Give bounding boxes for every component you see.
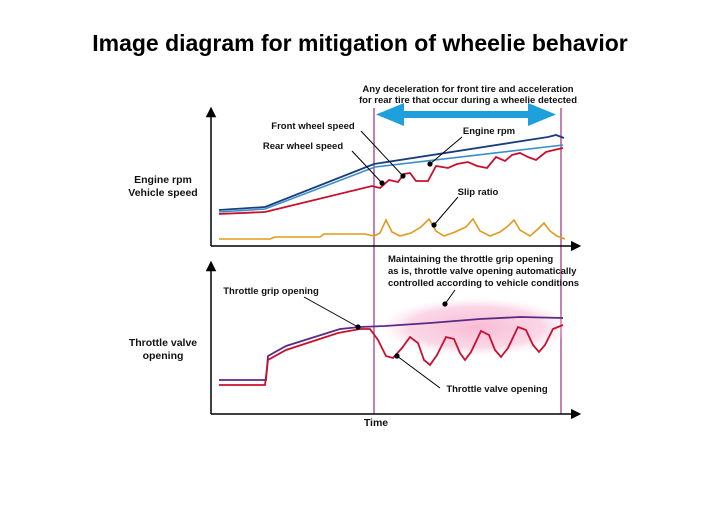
- diagram-title: Image diagram for mitigation of wheelie …: [92, 30, 628, 56]
- top-ylabel-line1: Engine rpm: [134, 174, 192, 186]
- front-wheel-speed-line: [218, 144, 564, 213]
- annotation-line3: controlled according to vehicle conditio…: [388, 278, 579, 289]
- detection-window-arrow: [376, 103, 556, 126]
- detection-note-line1: Any deceleration for front tire and acce…: [362, 84, 573, 95]
- detection-note-line2: for rear tire that occur during a wheeli…: [359, 95, 577, 106]
- marker-throttle-valve-opening: [394, 353, 400, 359]
- label-engine-rpm: Engine rpm: [463, 126, 515, 137]
- leader-throttle-grip-opening: [303, 296, 359, 328]
- label-throttle-valve-opening: Throttle valve opening: [446, 384, 548, 395]
- marker-throttle-grip-opening: [355, 324, 361, 330]
- label-rear-wheel-speed: Rear wheel speed: [263, 141, 343, 152]
- annotation-line2: as is, throttle valve opening automatica…: [388, 266, 577, 277]
- bottom-ylabel-line2: opening: [143, 350, 184, 362]
- label-front-wheel-speed: Front wheel speed: [271, 121, 355, 132]
- leader-throttle-valve-opening: [396, 355, 441, 389]
- marker-engine-rpm: [427, 161, 433, 167]
- leader-rear-wheel-speed: [351, 150, 383, 184]
- marker-rear-wheel-speed: [379, 180, 385, 186]
- annotation-line1: Maintaining the throttle grip opening: [388, 254, 553, 265]
- marker-slip-ratio: [431, 222, 437, 228]
- leader-front-wheel-speed: [360, 130, 404, 177]
- throttle-valve-opening-line: [219, 324, 564, 386]
- label-throttle-grip-opening: Throttle grip opening: [223, 286, 319, 297]
- label-slip-ratio: Slip ratio: [458, 187, 499, 198]
- leader-slip-ratio: [433, 196, 459, 226]
- top-ylabel-line2: Vehicle speed: [128, 187, 197, 199]
- leader-engine-rpm: [429, 136, 463, 165]
- slip-ratio-line: [219, 217, 566, 240]
- marker-front-wheel-speed: [400, 173, 406, 179]
- bottom-ylabel-line1: Throttle valve: [129, 337, 197, 349]
- engine-rpm-line: [218, 134, 565, 211]
- x-axis-label: Time: [364, 417, 388, 429]
- marker-annotation: [442, 301, 448, 307]
- rear-wheel-speed-line: [218, 147, 564, 215]
- leader-annotation: [444, 289, 456, 305]
- controlled-region-highlight: [380, 298, 572, 356]
